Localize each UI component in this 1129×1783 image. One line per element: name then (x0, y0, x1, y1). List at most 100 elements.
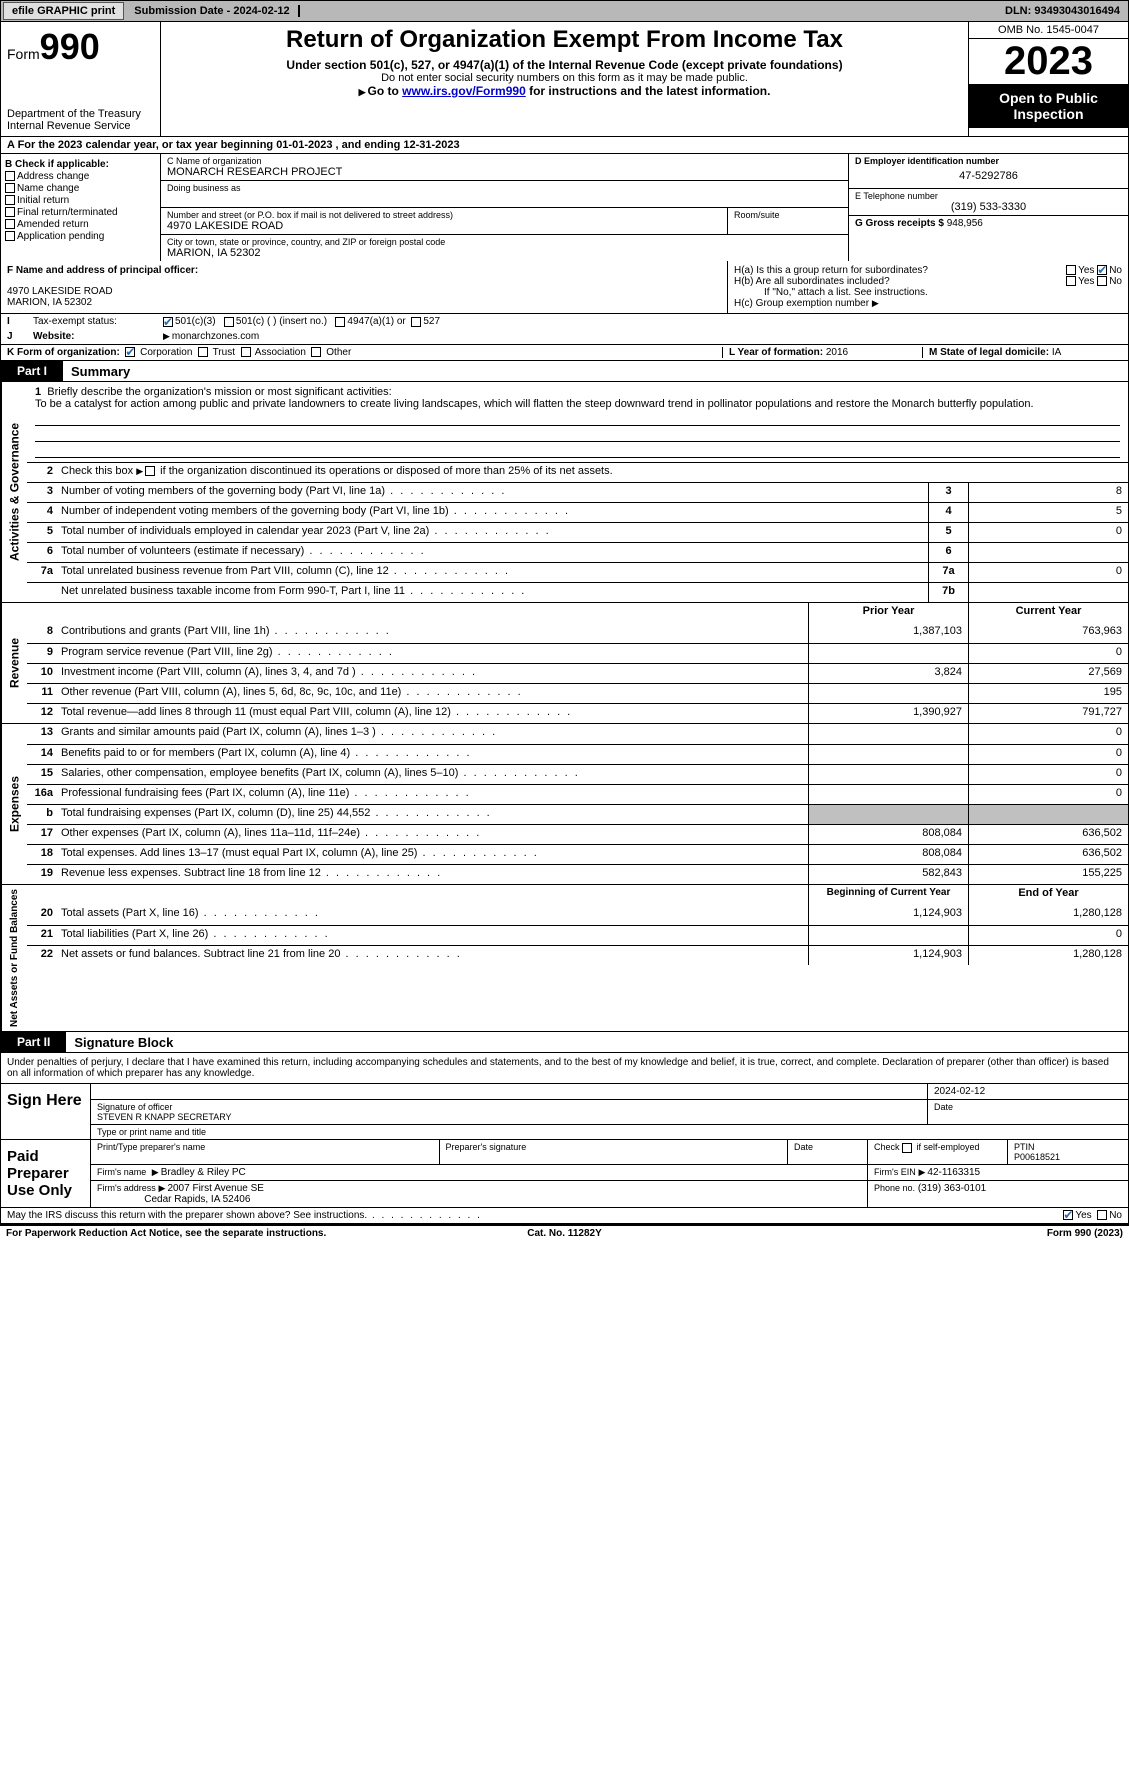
footer: For Paperwork Reduction Act Notice, see … (0, 1224, 1129, 1241)
table-row: 20Total assets (Part X, line 16)1,124,90… (27, 905, 1128, 925)
part-1-header: Part I Summary (0, 361, 1129, 382)
line-7a: Total unrelated business revenue from Pa… (57, 563, 928, 582)
line-6: Total number of volunteers (estimate if … (57, 543, 928, 562)
h-b-subordinates: H(b) Are all subordinates included? Yes … (734, 276, 1122, 287)
dln: DLN: 93493043016494 (1005, 5, 1128, 17)
phone-cell: E Telephone number (319) 533-3330 (849, 189, 1128, 216)
chk-501c3[interactable] (163, 317, 173, 327)
line-7b: Net unrelated business taxable income fr… (57, 583, 928, 602)
h-a-group-return: H(a) Is this a group return for subordin… (734, 265, 1122, 276)
ein-cell: D Employer identification number 47-5292… (849, 154, 1128, 189)
omb-number: OMB No. 1545-0047 (969, 22, 1128, 39)
chk-other[interactable] (311, 347, 321, 357)
top-bar: efile GRAPHIC print Submission Date - 20… (0, 0, 1129, 22)
table-row: 12Total revenue—add lines 8 through 11 (… (27, 703, 1128, 723)
principal-officer-label: F Name and address of principal officer: (7, 265, 721, 276)
table-row: 22Net assets or fund balances. Subtract … (27, 945, 1128, 965)
governance-section: Activities & Governance 1 Briefly descri… (0, 382, 1129, 603)
chk-corp[interactable] (125, 347, 135, 357)
suite-cell: Room/suite (728, 208, 848, 235)
irs-link[interactable]: www.irs.gov/Form990 (402, 84, 526, 98)
identification-grid: B Check if applicable: Address change Na… (0, 154, 1129, 261)
website-value: monarchzones.com (172, 331, 259, 342)
line-2: Check this box if the organization disco… (57, 463, 1128, 482)
open-public-badge: Open to Public Inspection (969, 84, 1128, 128)
row-a-tax-year: A For the 2023 calendar year, or tax yea… (0, 137, 1129, 154)
revenue-side-label: Revenue (1, 603, 27, 723)
chk-ha-yes[interactable] (1066, 265, 1076, 275)
row-j-website: J Website: monarchzones.com (0, 329, 1129, 345)
table-row: bTotal fundraising expenses (Part IX, co… (27, 804, 1128, 824)
paid-preparer-label: Paid Preparer Use Only (1, 1140, 91, 1207)
chk-assoc[interactable] (241, 347, 251, 357)
chk-discuss-yes[interactable] (1063, 1210, 1073, 1220)
sig-date: 2024-02-12 (928, 1084, 1128, 1099)
table-row: 14Benefits paid to or for members (Part … (27, 744, 1128, 764)
chk-discuss-no[interactable] (1097, 1210, 1107, 1220)
netassets-side-label: Net Assets or Fund Balances (1, 885, 27, 1031)
table-row: 9Program service revenue (Part VIII, lin… (27, 643, 1128, 663)
tax-year: 2023 (969, 39, 1128, 84)
efile-print-button[interactable]: efile GRAPHIC print (3, 2, 124, 20)
table-row: 10Investment income (Part VIII, column (… (27, 663, 1128, 683)
line-5: Total number of individuals employed in … (57, 523, 928, 542)
street-cell: Number and street (or P.O. box if mail i… (161, 208, 728, 235)
chk-hb-no[interactable] (1097, 276, 1107, 286)
sign-here-label: Sign Here (1, 1084, 91, 1139)
submission-date: Submission Date - 2024-02-12 (126, 5, 299, 17)
chk-initial-return[interactable] (5, 195, 15, 205)
org-name-cell: C Name of organization MONARCH RESEARCH … (161, 154, 848, 181)
h-b-note: If "No," attach a list. See instructions… (734, 287, 1122, 298)
expenses-section: Expenses 13Grants and similar amounts pa… (0, 724, 1129, 885)
revenue-section: Revenue Prior YearCurrent Year 8Contribu… (0, 603, 1129, 724)
city-cell: City or town, state or province, country… (161, 235, 848, 261)
table-row: 13Grants and similar amounts paid (Part … (27, 724, 1128, 744)
expenses-side-label: Expenses (1, 724, 27, 884)
perjury-declaration: Under penalties of perjury, I declare th… (1, 1053, 1128, 1084)
row-k-form-org: K Form of organization: Corporation Trus… (0, 345, 1129, 361)
table-row: 19Revenue less expenses. Subtract line 1… (27, 864, 1128, 884)
chk-address-change[interactable] (5, 171, 15, 181)
chk-amended[interactable] (5, 219, 15, 229)
h-c-exemption: H(c) Group exemption number (734, 298, 1122, 309)
discuss-row: May the IRS discuss this return with the… (0, 1208, 1129, 1224)
form-number: Form990 (7, 26, 154, 68)
chk-final-return[interactable] (5, 207, 15, 217)
table-row: 16aProfessional fundraising fees (Part I… (27, 784, 1128, 804)
chk-4947[interactable] (335, 317, 345, 327)
goto-link-row: Go to www.irs.gov/Form990 for instructio… (169, 84, 960, 98)
chk-501c[interactable] (224, 317, 234, 327)
line-4: Number of independent voting members of … (57, 503, 928, 522)
dept-treasury: Department of the Treasury (7, 108, 154, 120)
col-b-checkboxes: B Check if applicable: Address change Na… (1, 154, 161, 261)
chk-self-employed[interactable] (902, 1143, 912, 1153)
irs-label: Internal Revenue Service (7, 120, 154, 132)
table-row: 15Salaries, other compensation, employee… (27, 764, 1128, 784)
table-row: 8Contributions and grants (Part VIII, li… (27, 623, 1128, 643)
chk-name-change[interactable] (5, 183, 15, 193)
chk-application-pending[interactable] (5, 231, 15, 241)
ssn-warning: Do not enter social security numbers on … (169, 72, 960, 84)
form-header: Form990 Department of the Treasury Inter… (0, 22, 1129, 137)
chk-ha-no[interactable] (1097, 265, 1107, 275)
netassets-section: Net Assets or Fund Balances Beginning of… (0, 885, 1129, 1032)
form-title: Return of Organization Exempt From Incom… (169, 26, 960, 54)
governance-side-label: Activities & Governance (1, 382, 27, 602)
row-i-tax-exempt: I Tax-exempt status: 501(c)(3) 501(c) ( … (0, 314, 1129, 329)
line-3: Number of voting members of the governin… (57, 483, 928, 502)
signature-block: Under penalties of perjury, I declare th… (0, 1053, 1129, 1208)
part-2-header: Part II Signature Block (0, 1032, 1129, 1053)
mission-block: 1 Briefly describe the organization's mi… (27, 382, 1128, 462)
table-row: 11Other revenue (Part VIII, column (A), … (27, 683, 1128, 703)
section-f-h: F Name and address of principal officer:… (0, 261, 1129, 314)
dba-cell: Doing business as (161, 181, 848, 208)
chk-527[interactable] (411, 317, 421, 327)
table-row: 18Total expenses. Add lines 13–17 (must … (27, 844, 1128, 864)
table-row: 21Total liabilities (Part X, line 26)0 (27, 925, 1128, 945)
chk-trust[interactable] (198, 347, 208, 357)
form-subtitle: Under section 501(c), 527, or 4947(a)(1)… (169, 58, 960, 72)
table-row: 17Other expenses (Part IX, column (A), l… (27, 824, 1128, 844)
gross-receipts-cell: G Gross receipts $ 948,956 (849, 216, 1128, 231)
chk-hb-yes[interactable] (1066, 276, 1076, 286)
chk-discontinued[interactable] (145, 466, 155, 476)
